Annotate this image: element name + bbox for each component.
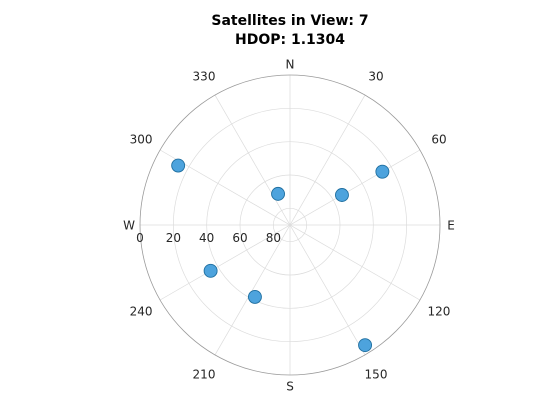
grid-ring [172, 107, 408, 343]
radial-tick-label: 20 [166, 231, 181, 245]
satellite-point [203, 263, 218, 278]
compass-label: W [123, 219, 135, 233]
angle-tick-label: 30 [368, 70, 383, 84]
grid-ring [206, 141, 374, 309]
radial-tick-label: 40 [199, 231, 214, 245]
compass-label: N [286, 58, 295, 72]
satellite-point [271, 186, 286, 201]
chart-title-line-2: HDOP: 1.1304 [235, 32, 345, 48]
grid-ring [272, 207, 308, 243]
satellite-points [171, 158, 390, 353]
angle-tick-label: 330 [193, 70, 216, 84]
compass-label: S [286, 380, 294, 394]
angle-tick-label: 240 [130, 305, 153, 319]
chart-title-line-1: Satellites in View: 7 [211, 13, 368, 29]
angle-tick-label: 210 [193, 367, 216, 381]
outer-circle [139, 74, 441, 376]
satellite-point [358, 338, 373, 353]
radial-tick-label: 80 [266, 231, 281, 245]
axis-labels: N E S W 30 60 120 150 210 240 300 330 0 20 40 60 80 [123, 58, 455, 394]
radial-tick-label: 0 [136, 231, 144, 245]
angle-tick-label: 150 [365, 367, 388, 381]
radial-tick-label: 60 [232, 231, 247, 245]
angle-tick-label: 60 [431, 133, 446, 147]
compass-label: E [447, 219, 455, 233]
angle-tick-label: 300 [130, 133, 153, 147]
satellite-point [335, 188, 349, 202]
satellite-point [247, 289, 262, 304]
angle-tick-label: 120 [428, 305, 451, 319]
grid-spoke [214, 94, 366, 356]
grid-ring [239, 174, 341, 276]
polar-grid [139, 74, 441, 376]
satellite-point [375, 164, 390, 179]
satellite-point [171, 158, 186, 173]
